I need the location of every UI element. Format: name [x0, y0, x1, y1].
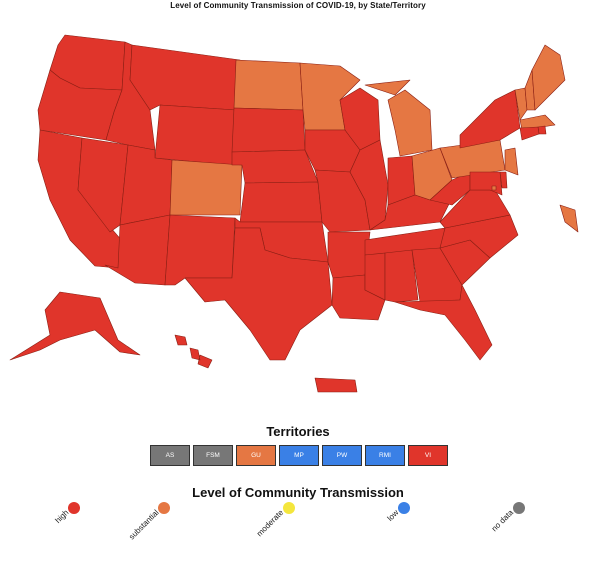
- territory-button-fsm[interactable]: FSM: [193, 445, 233, 466]
- state-nv[interactable]: [77, 137, 129, 233]
- legend-dot: [158, 502, 170, 514]
- state-ar[interactable]: [327, 231, 371, 279]
- state-va[interactable]: [439, 189, 511, 229]
- territory-button-rmi[interactable]: RMI: [365, 445, 405, 466]
- state-nd[interactable]: [233, 59, 304, 111]
- legend-label: no data: [490, 508, 516, 534]
- legend-dot: [68, 502, 80, 514]
- state-nm[interactable]: [164, 214, 236, 286]
- territory-button-pw[interactable]: PW: [322, 445, 362, 466]
- state-fl[interactable]: [394, 284, 493, 361]
- state-ri[interactable]: [537, 125, 547, 135]
- legend-label: substantial: [126, 508, 161, 542]
- territory-button-gu[interactable]: GU: [236, 445, 276, 466]
- state-dc[interactable]: [491, 185, 497, 191]
- state-ks[interactable]: [239, 181, 323, 223]
- state-ak[interactable]: [9, 291, 141, 361]
- us-map: [9, 34, 579, 393]
- state-sd[interactable]: [231, 107, 306, 153]
- territories-title: Territories: [266, 424, 330, 439]
- legend-label: moderate: [255, 508, 286, 539]
- state-gu_map[interactable]: [559, 204, 579, 233]
- territory-button-vi[interactable]: VI: [408, 445, 448, 466]
- state-ct[interactable]: [519, 126, 540, 141]
- legend-dot: [283, 502, 295, 514]
- state-pr[interactable]: [314, 377, 358, 393]
- legend-title: Level of Community Transmission: [192, 485, 404, 500]
- page-title: Level of Community Transmission of COVID…: [170, 1, 426, 10]
- state-al[interactable]: [384, 249, 419, 303]
- state-mt[interactable]: [129, 44, 241, 111]
- territory-button-as[interactable]: AS: [150, 445, 190, 466]
- state-ma[interactable]: [519, 114, 556, 131]
- legend-dot: [398, 502, 410, 514]
- state-nj[interactable]: [504, 147, 519, 176]
- state-wy[interactable]: [154, 104, 237, 166]
- state-hi[interactable]: [174, 334, 213, 369]
- territory-button-mp[interactable]: MP: [279, 445, 319, 466]
- legend-dot: [513, 502, 525, 514]
- state-co[interactable]: [169, 159, 243, 216]
- state-de[interactable]: [499, 171, 508, 189]
- state-ne[interactable]: [231, 149, 319, 184]
- state-ny[interactable]: [459, 89, 521, 149]
- state-me[interactable]: [531, 44, 566, 111]
